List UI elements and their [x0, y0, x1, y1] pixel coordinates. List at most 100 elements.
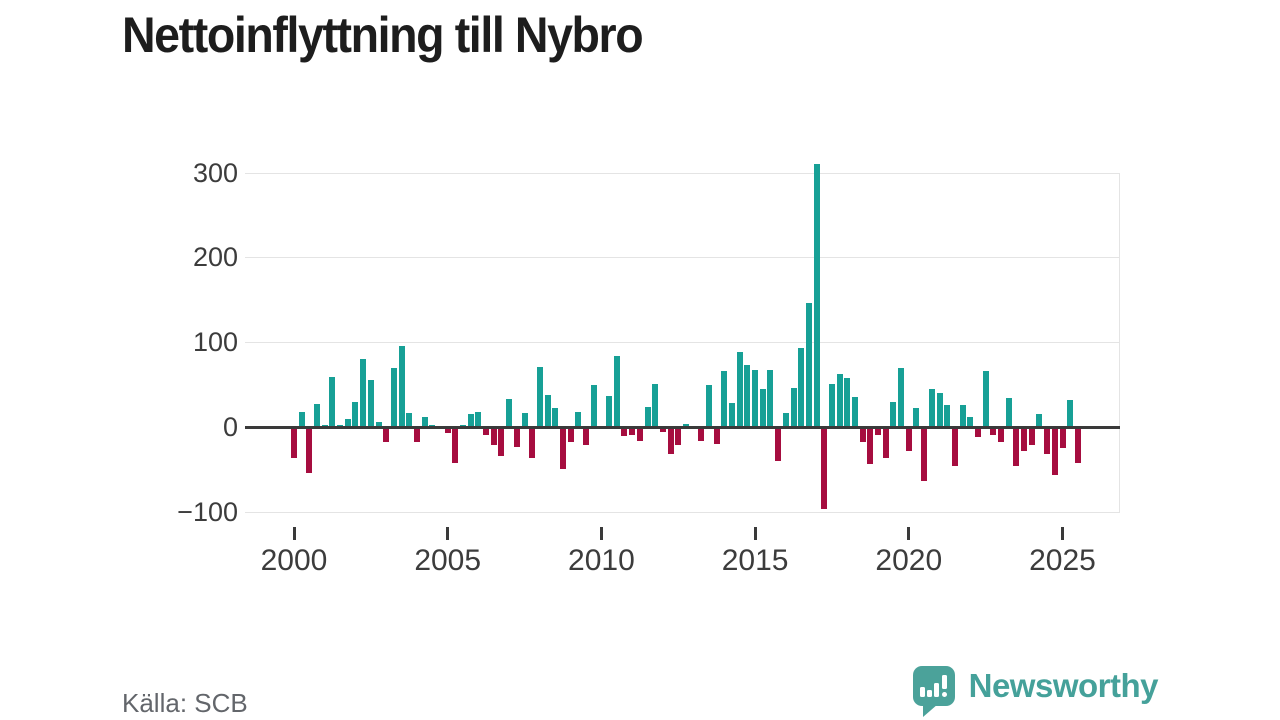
bar-2010-Q2 [606, 395, 613, 427]
bar-2005-Q4 [467, 414, 474, 427]
bar-2002-Q1 [352, 402, 359, 427]
x-tick-mark-2025 [1061, 527, 1064, 540]
bar-chart-speech-bubble-icon [912, 666, 955, 717]
bar-2020-Q3 [921, 428, 928, 482]
bar-2020-Q1 [905, 428, 912, 451]
bar-2010-Q3 [613, 355, 620, 427]
bar-2010-Q4 [621, 428, 628, 437]
bar-2011-Q2 [636, 428, 643, 441]
bar-2025-Q2 [1067, 399, 1074, 427]
plot-area: 2000 2005 2010 2015 2020 2025 [245, 150, 1120, 577]
bar-2014-Q2 [729, 403, 736, 427]
gridline-200 [245, 257, 1120, 259]
bar-2001-Q4 [344, 418, 351, 427]
page-title: Nettoinflyttning till Nybro [122, 7, 644, 63]
bar-2013-Q4 [713, 428, 720, 445]
bar-2014-Q4 [744, 365, 751, 427]
bar-2018-Q4 [867, 428, 874, 465]
bar-2003-Q3 [398, 346, 405, 427]
bar-2025-Q3 [1074, 428, 1081, 463]
bar-2006-Q2 [483, 428, 490, 435]
bar-2024-Q3 [1044, 428, 1051, 455]
bar-2007-Q2 [513, 428, 520, 447]
x-tick-mark-2010 [599, 527, 603, 540]
x-tick-label-2015: 2015 [721, 544, 789, 577]
logo-bar-icon [933, 683, 939, 697]
bar-2007-Q1 [506, 399, 513, 427]
bar-2005-Q1 [444, 428, 451, 434]
bar-2016-Q4 [805, 303, 812, 427]
bar-2018-Q3 [859, 428, 866, 442]
bar-2019-Q4 [898, 368, 905, 427]
bar-2023-Q1 [998, 428, 1005, 443]
zero-axis-line [245, 426, 1120, 429]
x-tick-mark-2015 [753, 527, 757, 540]
gridline-−100 [245, 511, 1120, 513]
bar-2025-Q1 [1059, 428, 1066, 449]
x-tick-label-2020: 2020 [875, 544, 943, 577]
bar-2023-Q2 [1005, 398, 1012, 427]
bar-2000-Q3 [306, 428, 313, 473]
bar-2014-Q1 [721, 371, 728, 427]
bar-2006-Q3 [490, 428, 497, 445]
bar-2000-Q2 [298, 411, 305, 427]
bar-2008-Q4 [559, 428, 566, 469]
bar-2015-Q1 [752, 370, 759, 427]
bar-2008-Q1 [536, 366, 543, 427]
bar-2024-Q1 [1028, 428, 1035, 445]
bar-2012-Q1 [659, 428, 666, 433]
bar-2022-Q1 [967, 416, 974, 427]
bar-2012-Q3 [675, 428, 682, 445]
bar-2020-Q4 [928, 388, 935, 427]
bar-2024-Q2 [1036, 414, 1043, 427]
bar-2007-Q4 [529, 428, 536, 458]
bar-2021-Q1 [936, 393, 943, 427]
bar-2009-Q1 [567, 428, 574, 443]
bar-2009-Q2 [575, 411, 582, 427]
bar-2003-Q4 [406, 413, 413, 427]
bar-2013-Q3 [705, 385, 712, 427]
bar-2000-Q4 [314, 404, 321, 427]
bar-2013-Q2 [698, 428, 705, 441]
bar-2021-Q3 [951, 428, 958, 467]
x-tick-label-2005: 2005 [414, 544, 482, 577]
logo-bar-icon [926, 690, 932, 697]
bar-2024-Q4 [1051, 428, 1058, 476]
bar-2021-Q2 [944, 404, 951, 427]
bar-2000-Q1 [291, 428, 297, 458]
bar-2012-Q4 [682, 423, 689, 427]
bar-2002-Q3 [367, 380, 374, 427]
y-tick-label-0: 0 [222, 412, 238, 442]
source-note: Källa: SCB [122, 688, 248, 718]
bar-2023-Q3 [1013, 428, 1020, 467]
bar-2004-Q1 [413, 428, 420, 443]
bar-2016-Q2 [790, 387, 797, 427]
bar-2006-Q1 [475, 411, 482, 427]
bar-2008-Q3 [552, 408, 559, 427]
bar-2015-Q3 [767, 370, 774, 427]
bar-2017-Q1 [813, 164, 820, 427]
bar-2003-Q2 [390, 368, 397, 427]
bar-2004-Q2 [421, 416, 428, 427]
y-tick-label-200: 200 [192, 242, 238, 273]
bar-2002-Q4 [375, 421, 382, 427]
gridline-300 [245, 172, 1120, 174]
bar-2005-Q2 [452, 428, 459, 463]
bar-2012-Q2 [667, 428, 674, 455]
bar-2016-Q3 [798, 348, 805, 427]
bar-2017-Q4 [836, 374, 843, 427]
y-tick-label-100: 100 [192, 327, 238, 358]
bar-2022-Q2 [974, 428, 981, 438]
bar-2017-Q3 [828, 383, 835, 427]
bar-2011-Q4 [652, 383, 659, 427]
plot-right-border [1119, 172, 1120, 512]
bar-2017-Q2 [821, 428, 828, 509]
bar-2015-Q4 [775, 428, 782, 462]
bar-2011-Q1 [629, 428, 636, 435]
bar-2015-Q2 [759, 388, 766, 427]
brand-name: Newsworthy [968, 667, 1159, 704]
bar-2014-Q3 [736, 351, 743, 427]
bar-2011-Q3 [644, 406, 651, 427]
logo-exclamation-dot-icon [941, 692, 947, 697]
